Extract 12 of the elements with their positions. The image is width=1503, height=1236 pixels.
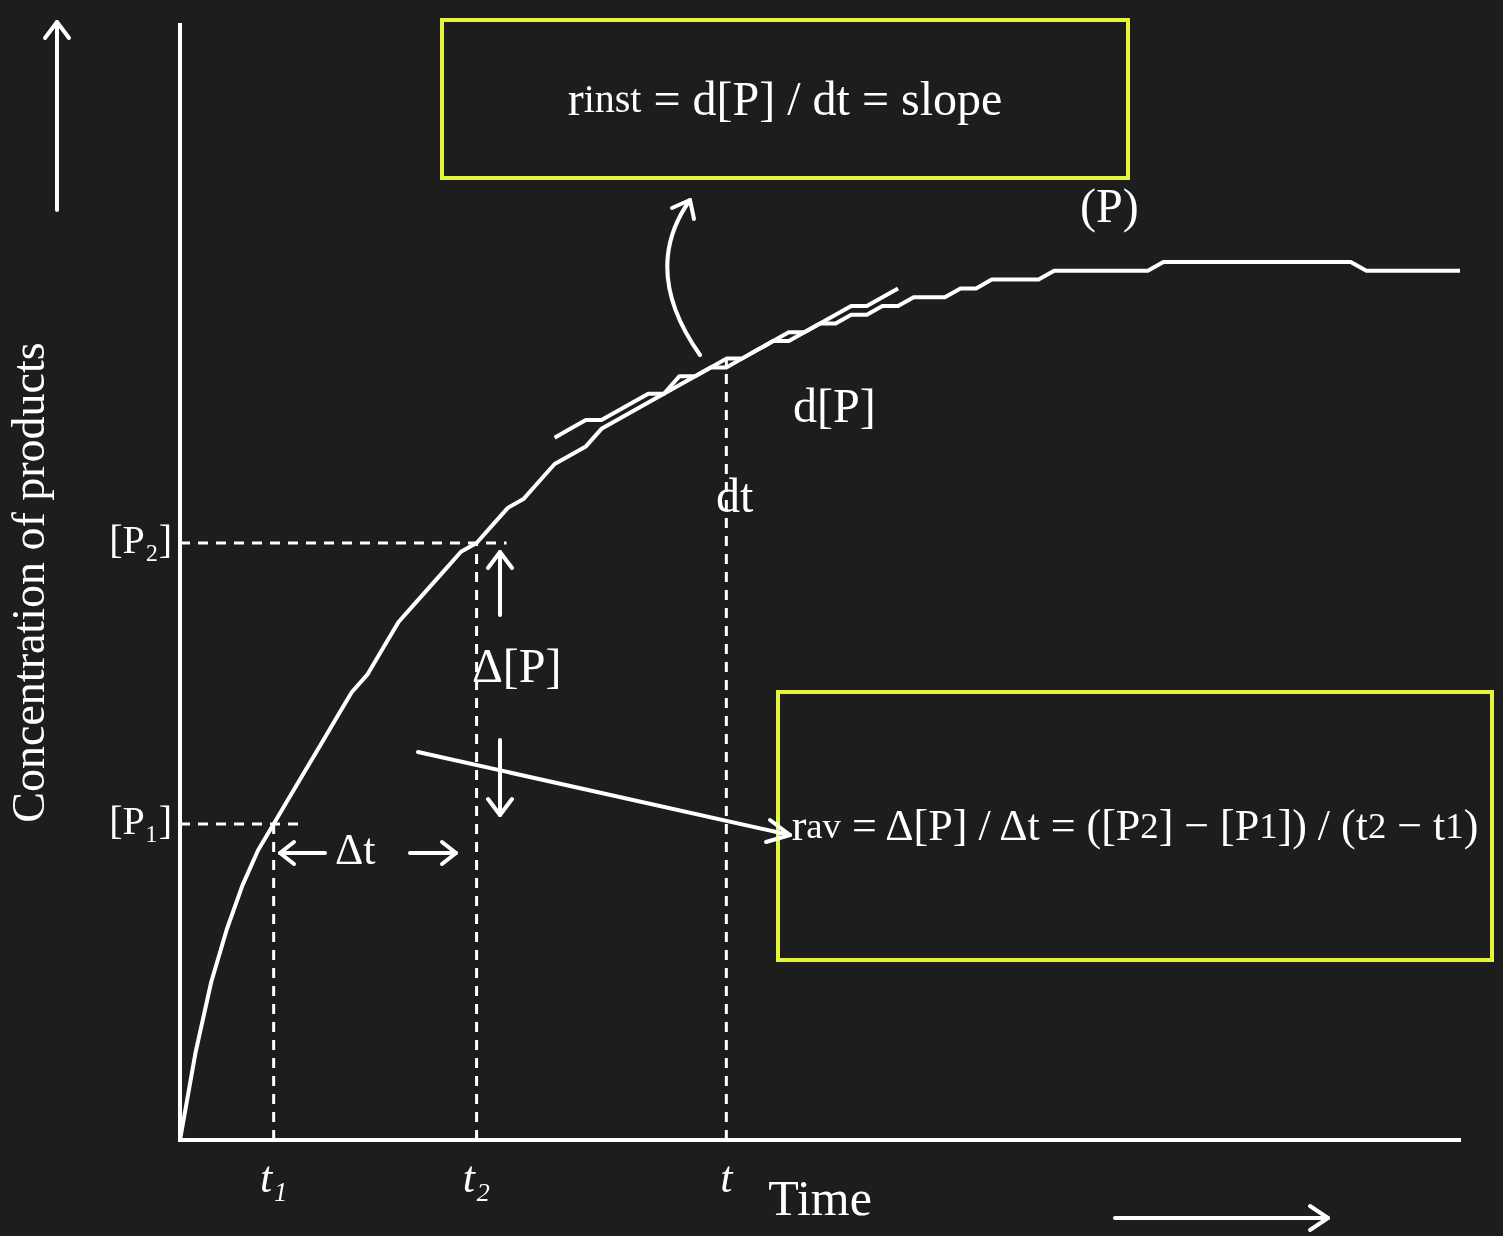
text: (P) [1080,179,1139,233]
x-tick-label: t [720,1152,735,1202]
x-tick-label: t₂ [462,1152,491,1202]
annotation: dt [716,469,754,523]
y-axis-title: Concentration of products [2,342,54,823]
annotation: Δ[P] [472,639,562,693]
ref-line-label: [P₁] [109,798,172,844]
annotation: d[P] [793,379,876,433]
annotation: Δt [335,825,376,875]
ref-line-label: [P₂] [109,517,172,563]
x-axis-title: Time [768,1170,872,1227]
x-tick-label: t₁ [259,1152,288,1202]
